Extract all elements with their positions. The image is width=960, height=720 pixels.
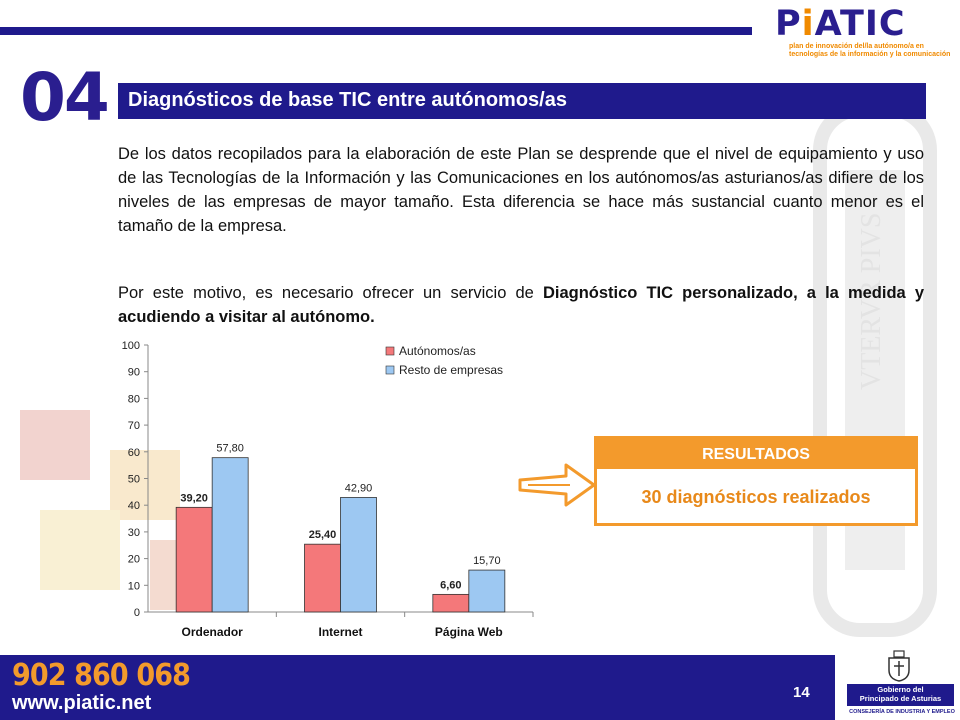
bar-autonomos: [304, 543, 341, 613]
legend-label: Resto de empresas: [399, 363, 503, 377]
legend-label: Autónomos/as: [399, 344, 476, 358]
svg-text:VTERVR PIVS: VTERVR PIVS: [856, 213, 887, 390]
x-category-label: Internet: [318, 625, 362, 639]
paragraph-motive: Por este motivo, es necesario ofrecer un…: [118, 281, 924, 329]
paragraph-motive-plain: Por este motivo, es necesario ofrecer un…: [118, 284, 543, 302]
bar-resto: [340, 497, 377, 613]
coat-of-arms-icon: [888, 650, 910, 682]
arrow-icon: [518, 463, 596, 507]
bar-autonomos: [175, 506, 213, 613]
gov-department: CONSEJERÍA DE INDUSTRIA Y EMPLEO: [849, 709, 955, 715]
y-tick-label: 50: [128, 474, 140, 486]
logo-word-prefix: P: [775, 4, 802, 44]
bar-data-label: 15,70: [473, 555, 501, 567]
section-number: 04: [20, 59, 110, 136]
y-tick-label: 40: [128, 500, 140, 512]
y-tick-label: 90: [128, 367, 140, 379]
y-tick-label: 20: [128, 554, 140, 566]
gov-line-2: Principado de Asturias: [859, 693, 942, 703]
section-title-bar: Diagnósticos de base TIC entre autónomos…: [118, 83, 926, 119]
y-tick-label: 80: [128, 393, 140, 405]
footer-bar: [0, 655, 835, 720]
phone-number: 902 860 068: [12, 658, 191, 693]
bar-data-label: 25,40: [309, 529, 337, 541]
results-heading: RESULTADOS: [597, 439, 915, 469]
bar-data-label: 39,20: [180, 492, 208, 504]
y-tick-label: 100: [122, 340, 140, 352]
bar-autonomos: [432, 593, 470, 613]
section-title: Diagnósticos de base TIC entre autónomos…: [128, 89, 567, 111]
gov-line-1: Gobierno del: [877, 685, 924, 694]
header-rule: [0, 27, 752, 35]
legend-swatch: [385, 365, 395, 375]
x-category-label: Página Web: [435, 625, 503, 639]
bar-data-label: 6,60: [440, 579, 461, 591]
website-link[interactable]: www.piatic.net: [12, 692, 152, 714]
y-tick-label: 0: [134, 607, 140, 619]
y-tick-label: 60: [128, 447, 140, 459]
y-tick-label: 10: [128, 580, 140, 592]
y-tick-label: 70: [128, 420, 140, 432]
x-category-label: Ordenador: [181, 625, 243, 639]
page-number: 14: [793, 684, 810, 701]
y-tick-label: 30: [128, 527, 140, 539]
legend-swatch: [385, 346, 395, 356]
results-value: 30 diagnósticos realizados: [641, 487, 871, 507]
government-logo: Gobierno del Principado de Asturias CONSE…: [845, 648, 960, 720]
government-name: Gobierno del Principado de Asturias: [847, 684, 954, 706]
bar-chart: 0 10 20 30 40 50 60 70 80 90 100 39,20 57,80 Ordenado…: [122, 340, 534, 639]
paragraph-motive-bold: Diagnóstico TIC personalizado, a la medi…: [118, 284, 924, 326]
bar-data-label: 42,90: [345, 482, 373, 494]
bar-resto: [468, 569, 506, 613]
results-box: RESULTADOS 30 diagnósticos realizados: [594, 436, 918, 526]
logo-word-suffix: ATIC: [814, 4, 906, 44]
paragraph-intro: De los datos recopilados para la elabora…: [118, 145, 924, 235]
logo-tagline-2: tecnologías de la información y la comun…: [789, 51, 951, 58]
logo-word-i: i: [801, 4, 815, 44]
piatic-logo: PiATIC plan de innovación del/la autónom…: [775, 5, 960, 65]
bar-data-label: 57,80: [216, 443, 244, 455]
logo-tagline-1: plan de innovación del/la autónomo/a en: [789, 43, 924, 50]
bar-resto: [211, 457, 249, 613]
